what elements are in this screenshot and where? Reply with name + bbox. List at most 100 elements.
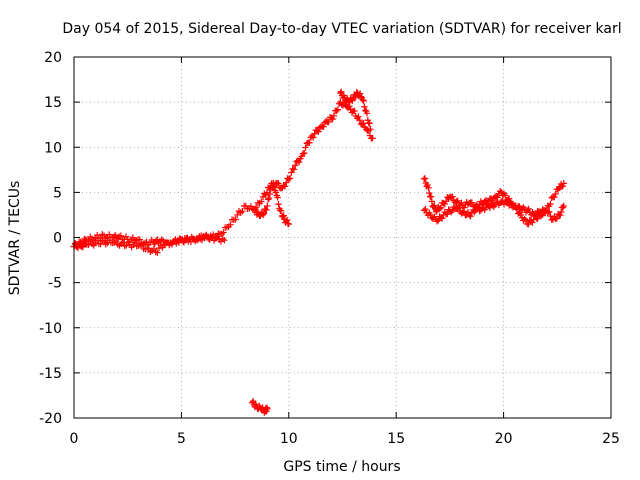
data-point (353, 89, 360, 96)
data-point (507, 199, 514, 206)
data-point (138, 241, 146, 249)
data-point (286, 175, 294, 182)
data-point (259, 211, 267, 219)
data-point (249, 397, 257, 405)
data-point (426, 189, 433, 197)
data-point (275, 201, 282, 208)
data-point (290, 166, 298, 173)
data-point (361, 103, 368, 110)
data-point (560, 202, 567, 210)
y-axis-label: SDTVAR / TECUs (7, 181, 23, 296)
data-point (277, 207, 285, 214)
data-point (449, 193, 456, 200)
data-point (557, 208, 565, 216)
data-point (264, 405, 271, 413)
data-point (117, 232, 125, 239)
data-point (421, 175, 429, 182)
data-point (513, 206, 521, 213)
data-point (359, 96, 366, 104)
data-point (283, 179, 290, 186)
data-point (270, 183, 278, 190)
data-point (422, 205, 429, 213)
data-point (428, 198, 436, 205)
data-point (232, 216, 239, 223)
data-point (553, 215, 561, 222)
x-tick-label: 5 (177, 431, 186, 447)
data-point (351, 107, 358, 115)
data-point (252, 205, 259, 213)
data-point (272, 189, 280, 196)
data-point (285, 220, 292, 228)
data-point (467, 213, 474, 220)
data-point (544, 209, 552, 216)
data-point (560, 180, 567, 187)
data-point (552, 190, 559, 198)
data-point (151, 240, 158, 248)
data-point (198, 236, 206, 244)
data-point (539, 211, 546, 218)
data-point (145, 245, 152, 252)
y-tick-label: -15 (39, 366, 62, 382)
data-point (329, 115, 336, 123)
data-point (424, 181, 431, 189)
data-point (512, 202, 519, 209)
tick-layer (73, 56, 612, 419)
y-tick-label: 10 (44, 140, 62, 156)
data-point (502, 192, 509, 199)
data-point (310, 134, 317, 141)
data-point (369, 135, 376, 142)
data-point (356, 90, 364, 97)
data-point (444, 210, 451, 218)
data-point (325, 118, 332, 126)
data-point (525, 221, 532, 228)
y-tick-label: 15 (44, 95, 62, 111)
x-tick-label: 15 (387, 431, 405, 447)
data-point (154, 249, 161, 256)
chart-title: Day 054 of 2015, Sidereal Day-to-day VTE… (62, 21, 621, 37)
data-point (355, 113, 362, 120)
data-points-layer (70, 88, 567, 416)
data-point (360, 97, 367, 105)
data-point (221, 237, 228, 244)
data-point (82, 240, 89, 248)
x-tick-label: 10 (280, 431, 298, 447)
data-point (227, 221, 234, 228)
data-point (264, 196, 272, 203)
data-point (258, 198, 265, 205)
data-point (363, 110, 371, 117)
data-point (260, 210, 268, 217)
data-point (280, 212, 287, 219)
y-tick-label: -5 (48, 276, 62, 292)
data-point (334, 106, 341, 113)
y-tick-label: 5 (53, 185, 62, 201)
grid-layer (74, 57, 611, 418)
data-point (333, 107, 340, 114)
data-point (496, 188, 504, 195)
y-tick-label: -20 (39, 411, 62, 427)
data-point (529, 219, 536, 226)
data-point (437, 204, 445, 211)
data-point (436, 205, 443, 213)
data-point (455, 204, 463, 212)
data-point (274, 194, 281, 201)
data-point (356, 116, 363, 124)
y-tick-label: 20 (44, 50, 62, 66)
data-point (295, 158, 303, 166)
data-point (547, 200, 554, 208)
data-point (533, 214, 540, 222)
data-point (234, 211, 241, 219)
data-point (525, 205, 532, 213)
data-point (265, 195, 273, 202)
data-point (458, 199, 465, 207)
data-point (545, 208, 553, 215)
y-tick-labels: -20 -15 -10 -5 0 5 10 15 20 (39, 50, 62, 427)
data-point (112, 231, 119, 239)
data-point (349, 97, 356, 104)
data-point (367, 126, 374, 133)
data-point (468, 199, 476, 206)
data-point (320, 123, 327, 130)
data-point (239, 207, 246, 215)
data-point (557, 211, 564, 219)
data-point (281, 183, 289, 190)
